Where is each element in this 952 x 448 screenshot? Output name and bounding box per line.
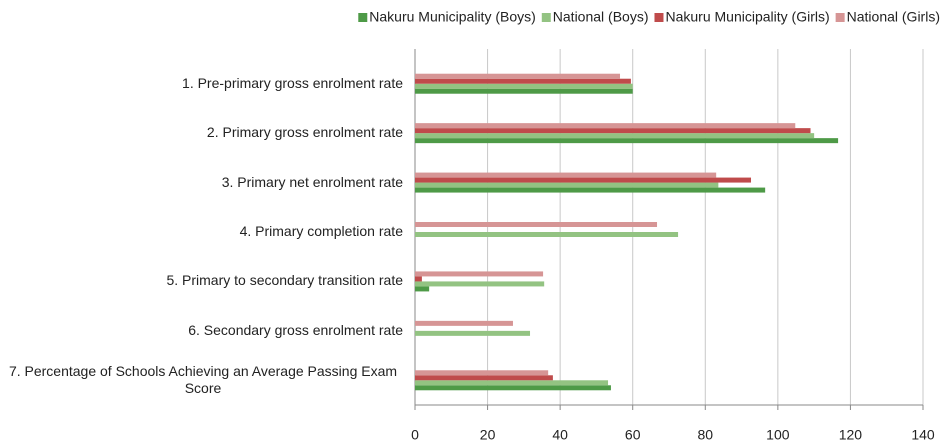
bar [415,222,658,227]
bar [415,83,633,89]
legend-label: National (Boys) [553,9,649,25]
bar [415,232,679,237]
bar [415,330,531,336]
bar [415,128,811,134]
y-tick-label: 1. Pre-primary gross enrolment rate [182,74,403,91]
x-tick-label: 0 [411,427,419,443]
legend-label: Nakuru Municipality (Girls) [665,9,829,25]
legend-label: Nakuru Municipality (Boys) [369,9,536,25]
bar [415,375,553,381]
y-tick-label: 7. Percentage of Schools Achieving an Av… [8,363,398,397]
legend-swatch [654,13,664,22]
bar [415,385,611,391]
x-tick-label: 80 [697,427,713,443]
y-tick-label: 3. Primary net enrolment rate [221,173,403,190]
bar [415,133,815,139]
x-tick-label: 40 [552,427,568,443]
bar [415,123,796,129]
legend-swatch [358,13,368,22]
x-tick-label: 120 [839,427,863,443]
bar [415,370,549,376]
x-tick-label: 100 [766,427,790,443]
x-tick-label: 20 [480,427,496,443]
y-tick-label: 2. Primary gross enrolment rate [206,124,403,141]
y-tick-label: 4. Primary completion rate [239,223,403,239]
bar [415,271,544,277]
bar [415,187,766,193]
y-tick-label: 5. Primary to secondary transition rate [166,272,403,289]
bar [415,78,631,84]
bar [415,182,719,188]
bar [415,320,513,326]
x-tick-label: 60 [625,427,641,443]
bar [415,281,545,287]
bar [415,276,422,282]
legend-swatch [541,13,551,22]
bar [415,177,752,183]
bar [415,172,717,178]
bar [415,286,430,292]
bar [415,88,633,94]
bar [415,380,609,386]
bar [415,138,839,144]
legend-swatch [835,13,845,22]
legend-label: National (Girls) [847,9,940,25]
x-tick-label: 140 [911,427,935,443]
y-tick-label: 6. Secondary gross enrolment rate [188,321,403,338]
bar [415,73,621,79]
